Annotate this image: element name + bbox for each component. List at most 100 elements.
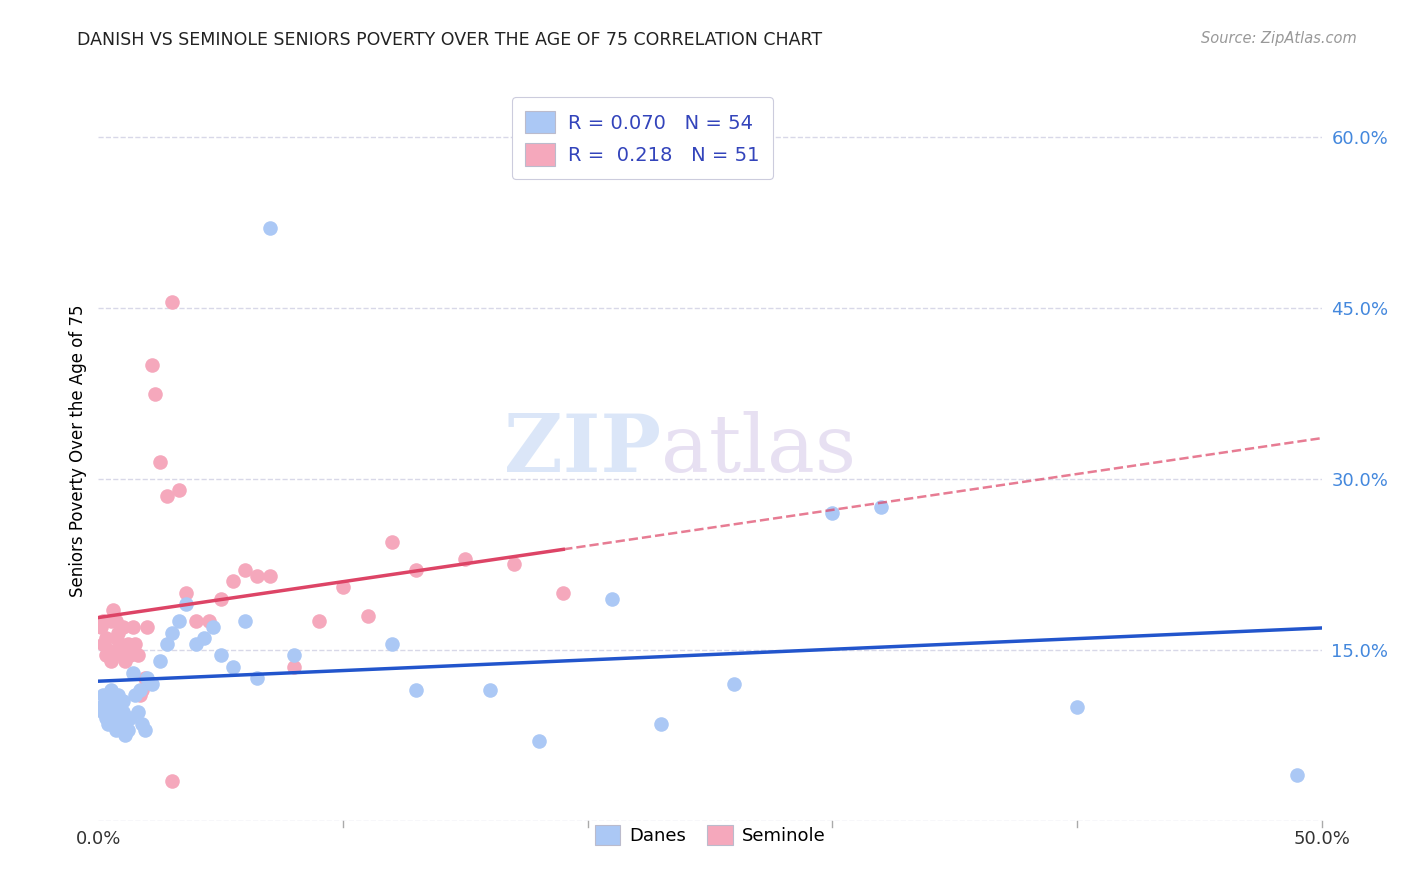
Point <box>246 568 269 582</box>
Point <box>90 620 112 634</box>
Point <box>121 620 143 634</box>
Point <box>176 586 198 600</box>
Point <box>131 716 153 731</box>
Point <box>356 608 378 623</box>
Point <box>160 625 183 640</box>
Point <box>156 637 179 651</box>
Point <box>94 711 117 725</box>
Point <box>259 568 281 582</box>
Point <box>381 534 404 549</box>
Point <box>650 716 672 731</box>
Point <box>503 558 526 572</box>
Point <box>149 455 172 469</box>
Y-axis label: Seniors Poverty Over the Age of 75: Seniors Poverty Over the Age of 75 <box>69 304 87 597</box>
Point <box>141 677 163 691</box>
Point <box>127 648 149 663</box>
Point <box>454 551 477 566</box>
Point <box>104 615 127 629</box>
Point <box>97 642 120 657</box>
Point <box>94 632 117 646</box>
Point <box>101 648 124 663</box>
Point <box>97 716 120 731</box>
Point <box>114 728 136 742</box>
Point <box>186 615 208 629</box>
Point <box>111 648 134 663</box>
Point <box>600 591 623 606</box>
Point <box>104 723 127 737</box>
Point <box>143 386 166 401</box>
Point <box>160 773 183 788</box>
Point <box>101 694 124 708</box>
Point <box>124 637 146 651</box>
Point <box>202 620 225 634</box>
Point <box>222 574 245 589</box>
Point <box>553 586 575 600</box>
Point <box>332 580 354 594</box>
Point <box>283 648 305 663</box>
Point <box>91 615 114 629</box>
Point <box>149 654 172 668</box>
Point <box>120 648 142 663</box>
Point <box>90 699 112 714</box>
Point <box>100 615 122 629</box>
Point <box>308 615 330 629</box>
Point <box>117 723 139 737</box>
Point <box>124 689 146 703</box>
Point <box>209 591 232 606</box>
Point <box>117 637 139 651</box>
Point <box>91 689 114 703</box>
Point <box>111 706 134 720</box>
Point <box>121 665 143 680</box>
Point <box>136 620 159 634</box>
Point <box>94 648 117 663</box>
Point <box>107 642 129 657</box>
Point <box>1286 768 1309 782</box>
Point <box>97 699 120 714</box>
Point <box>186 637 208 651</box>
Point <box>136 671 159 685</box>
Point <box>222 660 245 674</box>
Point <box>129 682 152 697</box>
Point <box>141 358 163 372</box>
Point <box>259 221 281 235</box>
Point <box>107 689 129 703</box>
Point <box>129 689 152 703</box>
Point <box>160 295 183 310</box>
Point <box>91 637 114 651</box>
Point <box>233 563 256 577</box>
Point <box>107 699 129 714</box>
Point <box>197 615 219 629</box>
Point <box>100 706 122 720</box>
Point <box>246 671 269 685</box>
Point <box>94 694 117 708</box>
Point <box>233 615 256 629</box>
Legend: Danes, Seminole: Danes, Seminole <box>588 818 832 853</box>
Point <box>127 706 149 720</box>
Point <box>114 654 136 668</box>
Point <box>110 716 132 731</box>
Point <box>723 677 745 691</box>
Text: DANISH VS SEMINOLE SENIORS POVERTY OVER THE AGE OF 75 CORRELATION CHART: DANISH VS SEMINOLE SENIORS POVERTY OVER … <box>77 31 823 49</box>
Point <box>111 620 134 634</box>
Point <box>381 637 404 651</box>
Point <box>134 723 156 737</box>
Point <box>111 694 134 708</box>
Point <box>100 682 122 697</box>
Text: ZIP: ZIP <box>505 411 661 490</box>
Point <box>101 711 124 725</box>
Point <box>131 682 153 697</box>
Point <box>104 632 127 646</box>
Point <box>527 734 550 748</box>
Point <box>405 563 427 577</box>
Text: Source: ZipAtlas.com: Source: ZipAtlas.com <box>1201 31 1357 46</box>
Point <box>91 706 114 720</box>
Point <box>104 706 127 720</box>
Point <box>101 603 124 617</box>
Point <box>405 682 427 697</box>
Text: atlas: atlas <box>661 411 856 490</box>
Point <box>100 654 122 668</box>
Point <box>110 637 132 651</box>
Point <box>283 660 305 674</box>
Point <box>1066 699 1088 714</box>
Point <box>120 711 142 725</box>
